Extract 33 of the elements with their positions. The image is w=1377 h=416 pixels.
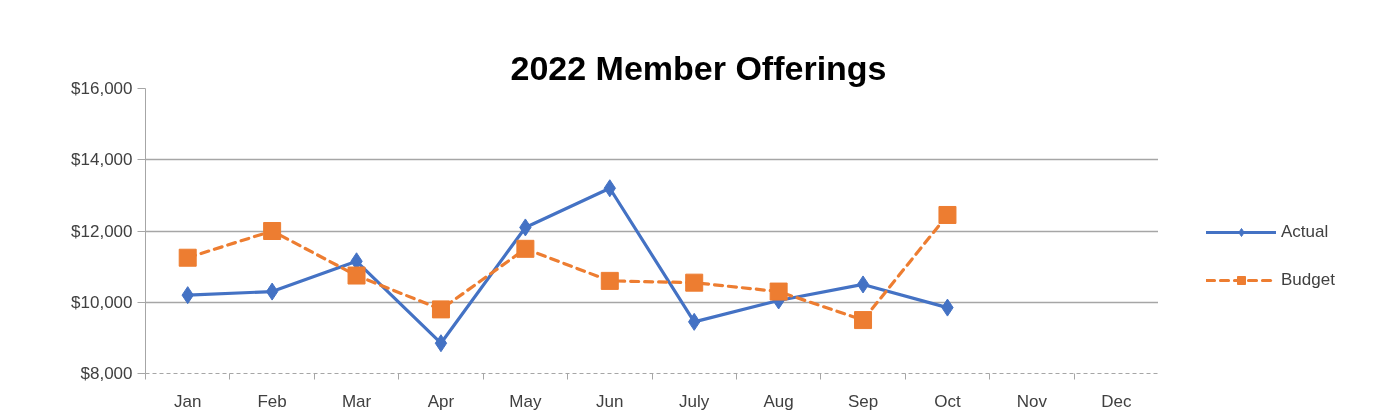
point (347, 266, 366, 285)
point (854, 311, 873, 330)
x-tick-label: Jun (596, 391, 624, 411)
point (263, 222, 282, 240)
x-tick-label: Sep (847, 391, 879, 411)
x-tick-label: July (679, 391, 710, 411)
x-tick-label: Feb (257, 391, 287, 411)
x-tick-label: Mar (341, 391, 372, 411)
legend-label: Budget (1281, 270, 1335, 290)
y-tick-label: $12,000 (71, 221, 133, 241)
point (178, 248, 197, 267)
x-tick-label: Nov (1016, 391, 1048, 411)
point (434, 334, 448, 353)
point (769, 282, 788, 301)
point (685, 273, 704, 292)
point (431, 300, 450, 319)
point (516, 239, 535, 258)
x-tick-label: Aug (763, 391, 794, 411)
chart-title: 2022 Member Offerings (510, 48, 887, 87)
point (856, 275, 870, 294)
y-tick-label: $8,000 (80, 364, 133, 383)
x-tick-label: Apr (427, 391, 455, 411)
x-tick-label: Oct (934, 391, 961, 411)
legend-label: Actual (1281, 222, 1329, 242)
point (600, 271, 619, 290)
y-tick-label: $14,000 (71, 150, 133, 170)
x-tick-label: Dec (1101, 391, 1132, 411)
x-tick-label: May (509, 391, 542, 411)
y-tick-label: $10,000 (71, 292, 133, 312)
point (938, 205, 957, 224)
y-tick-label: $16,000 (71, 79, 133, 98)
point (265, 282, 279, 301)
x-tick-label: Jan (174, 391, 202, 411)
